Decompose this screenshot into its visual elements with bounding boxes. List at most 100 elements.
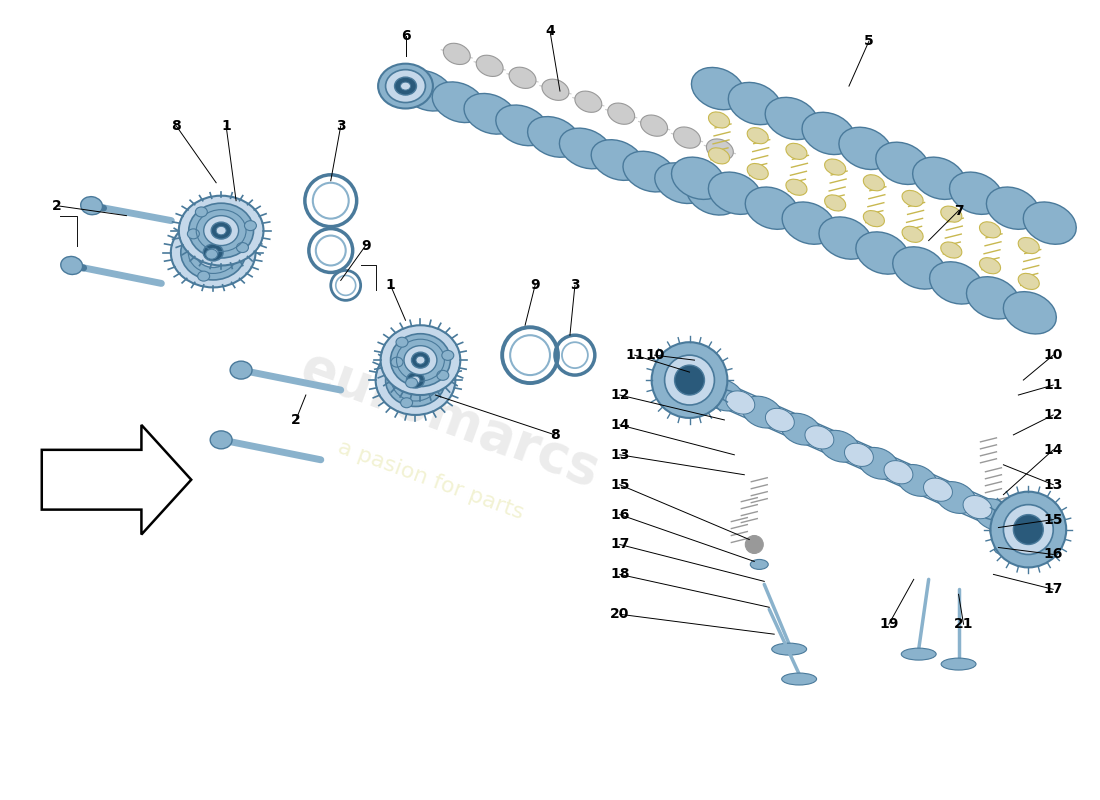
Ellipse shape <box>187 229 199 239</box>
Ellipse shape <box>542 79 569 100</box>
Text: 3: 3 <box>336 119 345 133</box>
Ellipse shape <box>400 82 410 90</box>
Text: 13: 13 <box>1044 478 1063 492</box>
Text: 11: 11 <box>625 348 645 362</box>
Ellipse shape <box>217 226 227 235</box>
Text: 16: 16 <box>610 508 629 522</box>
Ellipse shape <box>416 356 425 364</box>
Polygon shape <box>396 70 734 212</box>
Circle shape <box>664 355 714 405</box>
Ellipse shape <box>673 127 701 148</box>
Ellipse shape <box>741 396 782 428</box>
Ellipse shape <box>839 127 892 170</box>
Ellipse shape <box>975 498 1014 530</box>
Ellipse shape <box>913 157 966 199</box>
Text: 10: 10 <box>645 348 664 362</box>
Ellipse shape <box>876 142 928 185</box>
Ellipse shape <box>206 250 218 259</box>
Ellipse shape <box>210 431 232 449</box>
Text: 12: 12 <box>610 388 629 402</box>
Ellipse shape <box>378 64 433 109</box>
Ellipse shape <box>607 103 635 124</box>
Text: 21: 21 <box>954 618 974 631</box>
Ellipse shape <box>432 82 485 122</box>
Polygon shape <box>685 369 1033 541</box>
Ellipse shape <box>940 206 961 222</box>
Text: 2: 2 <box>292 413 300 427</box>
Ellipse shape <box>476 55 503 77</box>
Ellipse shape <box>820 430 860 462</box>
Ellipse shape <box>196 238 231 267</box>
Circle shape <box>746 535 763 554</box>
Ellipse shape <box>935 482 976 514</box>
Ellipse shape <box>396 338 408 347</box>
Ellipse shape <box>785 143 807 159</box>
Ellipse shape <box>560 128 613 169</box>
Ellipse shape <box>591 140 644 180</box>
Text: 15: 15 <box>610 478 629 492</box>
Text: 18: 18 <box>610 567 629 582</box>
Ellipse shape <box>575 91 602 112</box>
Ellipse shape <box>400 398 412 408</box>
Text: 14: 14 <box>1044 443 1063 457</box>
Ellipse shape <box>930 262 982 304</box>
Ellipse shape <box>979 222 1001 238</box>
Ellipse shape <box>400 70 453 111</box>
Ellipse shape <box>80 197 102 214</box>
Ellipse shape <box>204 216 239 246</box>
Ellipse shape <box>198 271 210 281</box>
Ellipse shape <box>802 112 855 154</box>
Circle shape <box>651 342 727 418</box>
Ellipse shape <box>236 242 249 253</box>
Ellipse shape <box>858 447 899 479</box>
Ellipse shape <box>745 187 799 230</box>
Circle shape <box>990 521 1008 538</box>
Ellipse shape <box>623 151 675 192</box>
Ellipse shape <box>654 163 707 203</box>
Circle shape <box>990 492 1066 567</box>
Ellipse shape <box>528 117 581 158</box>
Text: 19: 19 <box>879 618 899 631</box>
Ellipse shape <box>706 139 734 160</box>
Text: 20: 20 <box>610 607 629 622</box>
Ellipse shape <box>896 465 937 496</box>
Ellipse shape <box>208 248 218 257</box>
Ellipse shape <box>640 115 668 136</box>
Ellipse shape <box>864 174 884 191</box>
Ellipse shape <box>994 545 1012 554</box>
Ellipse shape <box>411 376 420 384</box>
Circle shape <box>1003 505 1053 554</box>
Ellipse shape <box>766 408 794 431</box>
Text: 12: 12 <box>1044 408 1063 422</box>
Text: 13: 13 <box>610 448 629 462</box>
Ellipse shape <box>747 128 768 144</box>
Polygon shape <box>42 425 191 534</box>
Ellipse shape <box>1019 274 1040 290</box>
Circle shape <box>1013 514 1043 545</box>
Ellipse shape <box>856 232 909 274</box>
Ellipse shape <box>728 82 781 125</box>
Text: 3: 3 <box>570 278 580 292</box>
Ellipse shape <box>692 67 745 110</box>
Text: 17: 17 <box>1044 582 1063 596</box>
Ellipse shape <box>747 163 768 180</box>
Ellipse shape <box>967 277 1020 319</box>
Polygon shape <box>674 158 1053 332</box>
Ellipse shape <box>230 361 252 379</box>
Ellipse shape <box>244 221 256 230</box>
Ellipse shape <box>766 98 818 140</box>
Polygon shape <box>694 69 1072 242</box>
Ellipse shape <box>464 94 517 134</box>
Ellipse shape <box>386 354 446 406</box>
Ellipse shape <box>708 112 729 128</box>
Ellipse shape <box>204 244 223 261</box>
Ellipse shape <box>196 207 207 217</box>
Ellipse shape <box>60 257 82 274</box>
Ellipse shape <box>902 226 923 242</box>
Text: 8: 8 <box>172 119 182 133</box>
Text: 14: 14 <box>610 418 629 432</box>
Ellipse shape <box>940 242 961 258</box>
Text: 11: 11 <box>1044 378 1063 392</box>
Ellipse shape <box>179 196 264 266</box>
Text: 2: 2 <box>52 198 62 213</box>
